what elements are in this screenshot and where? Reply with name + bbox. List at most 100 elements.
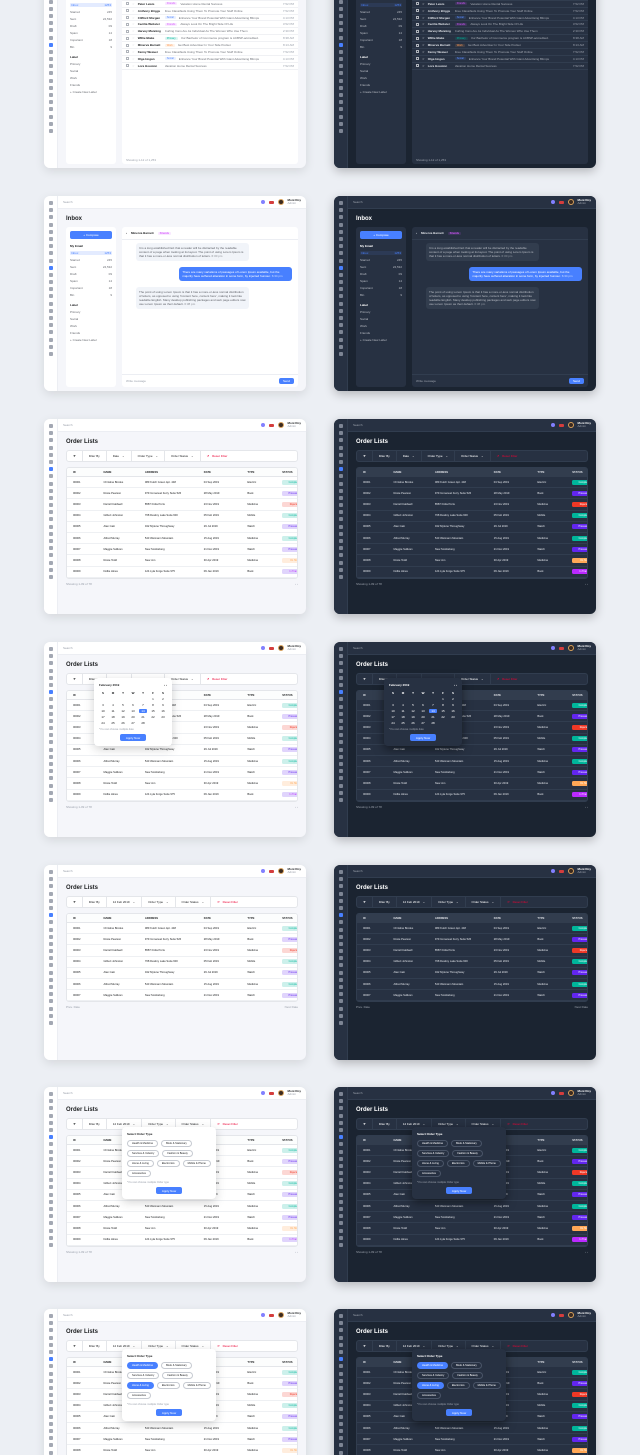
sidebar-nav-icon[interactable] bbox=[48, 1199, 53, 1204]
sidebar-nav-icon[interactable] bbox=[338, 121, 343, 126]
label-item[interactable]: Social bbox=[70, 317, 112, 321]
calendar-day[interactable]: 15 bbox=[151, 709, 155, 713]
mail-checkbox[interactable] bbox=[416, 64, 419, 68]
sidebar-nav-icon[interactable] bbox=[48, 754, 53, 759]
sidebar-nav-icon[interactable] bbox=[48, 567, 53, 572]
sidebar-nav-icon[interactable] bbox=[338, 344, 343, 349]
sidebar-nav-icon[interactable] bbox=[338, 78, 343, 83]
mail-checkbox[interactable] bbox=[416, 2, 419, 6]
table-row[interactable]: 00006 Alfred Murray 543 Weimann Mountain… bbox=[67, 756, 297, 768]
sidebar-nav-icon[interactable] bbox=[48, 114, 53, 119]
sidebar-nav-icon[interactable] bbox=[338, 222, 343, 227]
sidebar-nav-icon[interactable] bbox=[48, 1127, 53, 1132]
global-search-input[interactable]: Search bbox=[63, 423, 73, 427]
sidebar-nav-icon[interactable] bbox=[48, 337, 53, 342]
star-icon[interactable]: ☆ bbox=[132, 36, 135, 41]
sidebar-nav-icon[interactable] bbox=[48, 574, 53, 579]
sidebar-nav-icon[interactable] bbox=[48, 1335, 53, 1340]
star-icon[interactable]: ☆ bbox=[422, 63, 425, 68]
sidebar-nav-icon[interactable] bbox=[338, 21, 343, 26]
sidebar-nav-icon[interactable] bbox=[338, 1142, 343, 1147]
folder-item[interactable]: Inbox 1253 bbox=[360, 3, 402, 7]
sidebar-nav-icon[interactable] bbox=[338, 1421, 343, 1426]
sidebar-nav-icon[interactable] bbox=[338, 1335, 343, 1340]
sidebar-nav-icon[interactable] bbox=[338, 503, 343, 508]
reset-filter-button[interactable]: ↺ Reset Filter bbox=[491, 451, 524, 461]
folder-item[interactable]: Inbox 1253 bbox=[70, 3, 112, 7]
order-type-chip[interactable]: Book & Stationary bbox=[161, 1140, 192, 1147]
sidebar-nav-icon[interactable] bbox=[338, 733, 343, 738]
sidebar-nav-icon[interactable] bbox=[48, 71, 53, 76]
folder-item[interactable]: Starred 245 bbox=[70, 258, 112, 262]
table-row[interactable]: 00007 Maggie Sullivan New Scottieberg 21… bbox=[357, 1434, 587, 1446]
sidebar-nav-icon[interactable] bbox=[48, 229, 53, 234]
sidebar-nav-icon[interactable] bbox=[48, 1113, 53, 1118]
sidebar-nav-icon[interactable] bbox=[48, 488, 53, 493]
star-icon[interactable]: ☆ bbox=[422, 49, 425, 54]
sidebar-nav-icon[interactable] bbox=[48, 970, 53, 975]
sidebar-nav-icon[interactable] bbox=[338, 797, 343, 802]
sidebar-nav-icon[interactable] bbox=[48, 474, 53, 479]
sidebar-nav-icon[interactable] bbox=[338, 1006, 343, 1011]
sidebar-nav-icon[interactable] bbox=[338, 229, 343, 234]
sidebar-nav-icon[interactable] bbox=[48, 452, 53, 457]
calendar-day[interactable]: 5 bbox=[412, 703, 414, 707]
sidebar-nav-icon[interactable] bbox=[48, 35, 53, 40]
sidebar-nav-icon[interactable] bbox=[48, 927, 53, 932]
prev-page-button[interactable]: ‹ bbox=[585, 1249, 587, 1254]
next-month-icon[interactable]: › bbox=[456, 683, 457, 687]
mail-row[interactable]: ☆ Minerva Barnett Work Get Best Advertis… bbox=[412, 0, 588, 1]
calendar-day[interactable]: 3 bbox=[392, 703, 394, 707]
sidebar-nav-icon[interactable] bbox=[48, 107, 53, 112]
sidebar-nav-icon[interactable] bbox=[48, 21, 53, 26]
sidebar-nav-icon[interactable] bbox=[338, 704, 343, 709]
avatar[interactable] bbox=[277, 199, 284, 205]
next-page-button[interactable]: › bbox=[587, 804, 588, 809]
table-row[interactable]: 00001 Christine Brooks 089 Kutch Green A… bbox=[357, 477, 587, 489]
sidebar-nav-icon[interactable] bbox=[338, 244, 343, 249]
sidebar-nav-icon[interactable] bbox=[338, 201, 343, 205]
sidebar-nav-icon[interactable] bbox=[48, 1006, 53, 1011]
table-row[interactable]: 00008 Rosie Todd New Jon 30 Apr 2019 Med… bbox=[67, 555, 297, 567]
sidebar-nav-icon[interactable] bbox=[48, 740, 53, 745]
sidebar-nav-icon[interactable] bbox=[48, 280, 53, 285]
reset-filter-button[interactable]: ↺ Reset Filter bbox=[501, 897, 534, 907]
global-search-input[interactable]: Search bbox=[353, 869, 363, 873]
sidebar-nav-icon[interactable] bbox=[338, 6, 343, 11]
calendar-day[interactable]: 17 bbox=[391, 715, 395, 719]
language-flag-icon[interactable] bbox=[558, 200, 564, 204]
calendar-day[interactable]: 6 bbox=[132, 703, 134, 707]
table-row[interactable]: 00006 Alfred Murray 543 Weimann Mountain… bbox=[67, 533, 297, 545]
sidebar-nav-icon[interactable] bbox=[338, 1378, 343, 1383]
folder-item[interactable]: Bin 9 bbox=[360, 293, 402, 297]
sidebar-nav-icon[interactable] bbox=[338, 985, 343, 989]
order-type-chip[interactable]: Fashion & Beauty bbox=[162, 1372, 193, 1379]
table-row[interactable]: 00007 Maggie Sullivan New Scottieberg 21… bbox=[67, 1434, 297, 1446]
table-row[interactable]: 00005 Alan Cain 042 Mylene Throughway 29… bbox=[357, 745, 587, 756]
calendar-day[interactable]: 23 bbox=[451, 715, 455, 719]
calendar-day[interactable]: 9 bbox=[162, 703, 164, 707]
mail-row[interactable]: ☆ Clifford Morgan Social Enhance Your Br… bbox=[412, 15, 588, 22]
sidebar-nav-icon[interactable] bbox=[338, 1020, 343, 1025]
sidebar-nav-icon[interactable] bbox=[48, 251, 53, 256]
order-type-chip[interactable]: Services & Industry bbox=[417, 1372, 450, 1379]
order-status-dropdown[interactable]: Order Status ⌄ bbox=[466, 1119, 502, 1129]
language-flag-icon[interactable] bbox=[558, 646, 564, 650]
table-row[interactable]: 00007 Maggie Sullivan New Scottieberg 21… bbox=[357, 1212, 587, 1224]
calendar-day[interactable]: 11 bbox=[401, 709, 405, 713]
sidebar-nav-icon[interactable] bbox=[48, 78, 53, 83]
compose-button[interactable]: + Compose bbox=[360, 231, 402, 239]
star-icon[interactable]: ☆ bbox=[422, 1, 425, 6]
sidebar-nav-icon[interactable] bbox=[48, 57, 53, 62]
mail-checkbox[interactable] bbox=[126, 43, 129, 47]
avatar[interactable] bbox=[277, 1312, 284, 1318]
label-item[interactable]: Primary bbox=[70, 62, 112, 66]
sidebar-nav-icon[interactable] bbox=[48, 1242, 53, 1247]
order-status-dropdown[interactable]: Order Status ⌄ bbox=[176, 897, 212, 907]
next-page-button[interactable]: › bbox=[297, 1249, 298, 1254]
sidebar-nav-icon[interactable] bbox=[48, 524, 53, 529]
next-date-button[interactable]: Next Date bbox=[284, 1005, 298, 1010]
star-icon[interactable]: ☆ bbox=[422, 29, 425, 34]
order-type-chip[interactable]: Home & Living bbox=[127, 1382, 154, 1389]
sidebar-nav-icon[interactable] bbox=[48, 301, 53, 306]
